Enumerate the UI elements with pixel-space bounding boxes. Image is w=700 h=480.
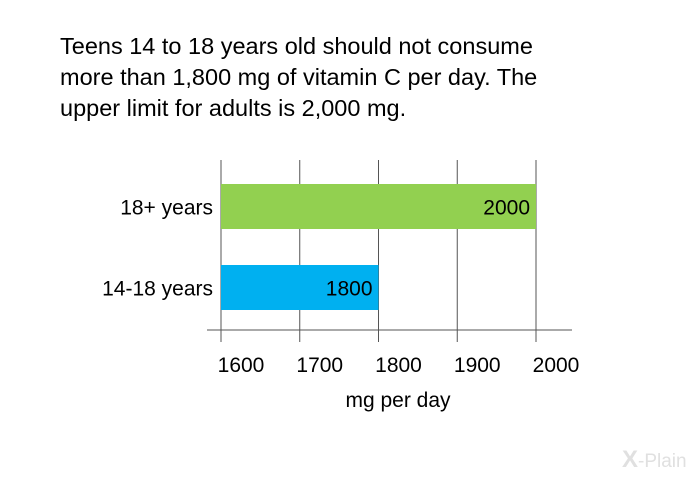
intro-line: more than 1,800 mg of vitamin C per day.… — [60, 64, 538, 90]
tick-label: 1900 — [454, 354, 501, 377]
bar-value-label: 2000 — [483, 197, 530, 220]
category-label: 18+ years — [120, 197, 213, 220]
x-plain-logo: X-Plain — [622, 446, 687, 474]
logo-text: -Plain — [638, 451, 687, 472]
tick-label: 2000 — [533, 354, 580, 377]
intro-line: Teens 14 to 18 years old should not cons… — [60, 33, 533, 59]
tick-label: 1600 — [218, 354, 265, 377]
bar — [221, 265, 379, 310]
logo-mark: X — [622, 446, 639, 473]
intro-line: upper limit for adults is 2,000 mg. — [60, 95, 407, 121]
intro-text: Teens 14 to 18 years old should not cons… — [60, 31, 660, 124]
bar — [221, 184, 536, 229]
tick-label: 1800 — [375, 354, 422, 377]
category-label: 14-18 years — [102, 278, 213, 301]
tick-label: 1700 — [296, 354, 343, 377]
x-axis-title: mg per day — [345, 389, 451, 412]
bar-value-label: 1800 — [326, 278, 373, 301]
